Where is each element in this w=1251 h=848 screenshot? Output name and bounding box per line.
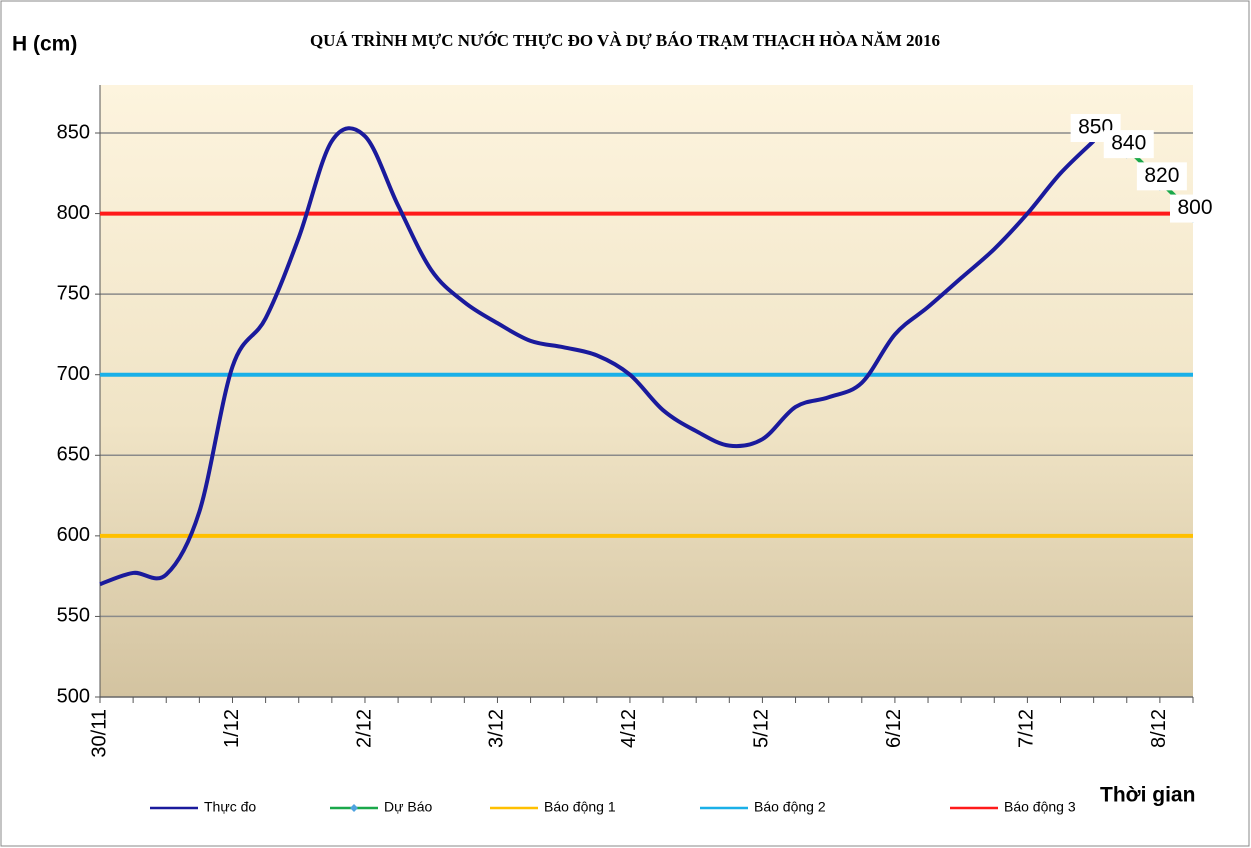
x-tick-label: 6/12 <box>883 709 905 748</box>
y-tick-label: 500 <box>57 685 90 707</box>
data-label-bg <box>1103 130 1154 159</box>
x-axis-label: Thời gian <box>1100 784 1195 807</box>
x-tick-label: 2/12 <box>353 709 375 748</box>
y-tick-label: 700 <box>57 363 90 385</box>
data-label: 820 <box>1144 164 1179 187</box>
x-tick-label: 3/12 <box>486 709 508 748</box>
x-tick-label: 4/12 <box>618 709 640 748</box>
y-tick-label: 650 <box>57 444 90 466</box>
data-label-bg <box>1136 162 1187 191</box>
x-tick-label: 1/12 <box>221 709 243 748</box>
y-tick-label: 550 <box>57 605 90 627</box>
y-tick-label: 750 <box>57 282 90 304</box>
legend-marker <box>350 804 358 812</box>
series-line <box>99 126 1096 587</box>
legend-label: Báo động 1 <box>544 799 616 815</box>
y-tick-label: 850 <box>57 121 90 143</box>
legend-label: Báo động 2 <box>754 799 826 815</box>
data-label: 840 <box>1111 132 1146 155</box>
legend-label: Dự Báo <box>384 799 432 815</box>
data-label: 800 <box>1177 196 1212 219</box>
x-tick-label: 30/11 <box>88 709 110 758</box>
y-tick-label: 800 <box>57 202 90 224</box>
chart-title: QUÁ TRÌNH MỰC NƯỚC THỰC ĐO VÀ DỰ BÁO TRẠ… <box>310 31 940 50</box>
x-tick-label: 7/12 <box>1016 709 1038 748</box>
x-tick-label: 8/12 <box>1148 709 1170 748</box>
y-tick-label: 600 <box>57 524 90 546</box>
x-tick-label: 5/12 <box>751 709 773 748</box>
y-axis-label: H (cm) <box>12 33 77 56</box>
legend-label: Báo động 3 <box>1004 799 1076 815</box>
data-label-bg <box>1170 194 1220 223</box>
legend-label: Thực đo <box>204 799 256 815</box>
